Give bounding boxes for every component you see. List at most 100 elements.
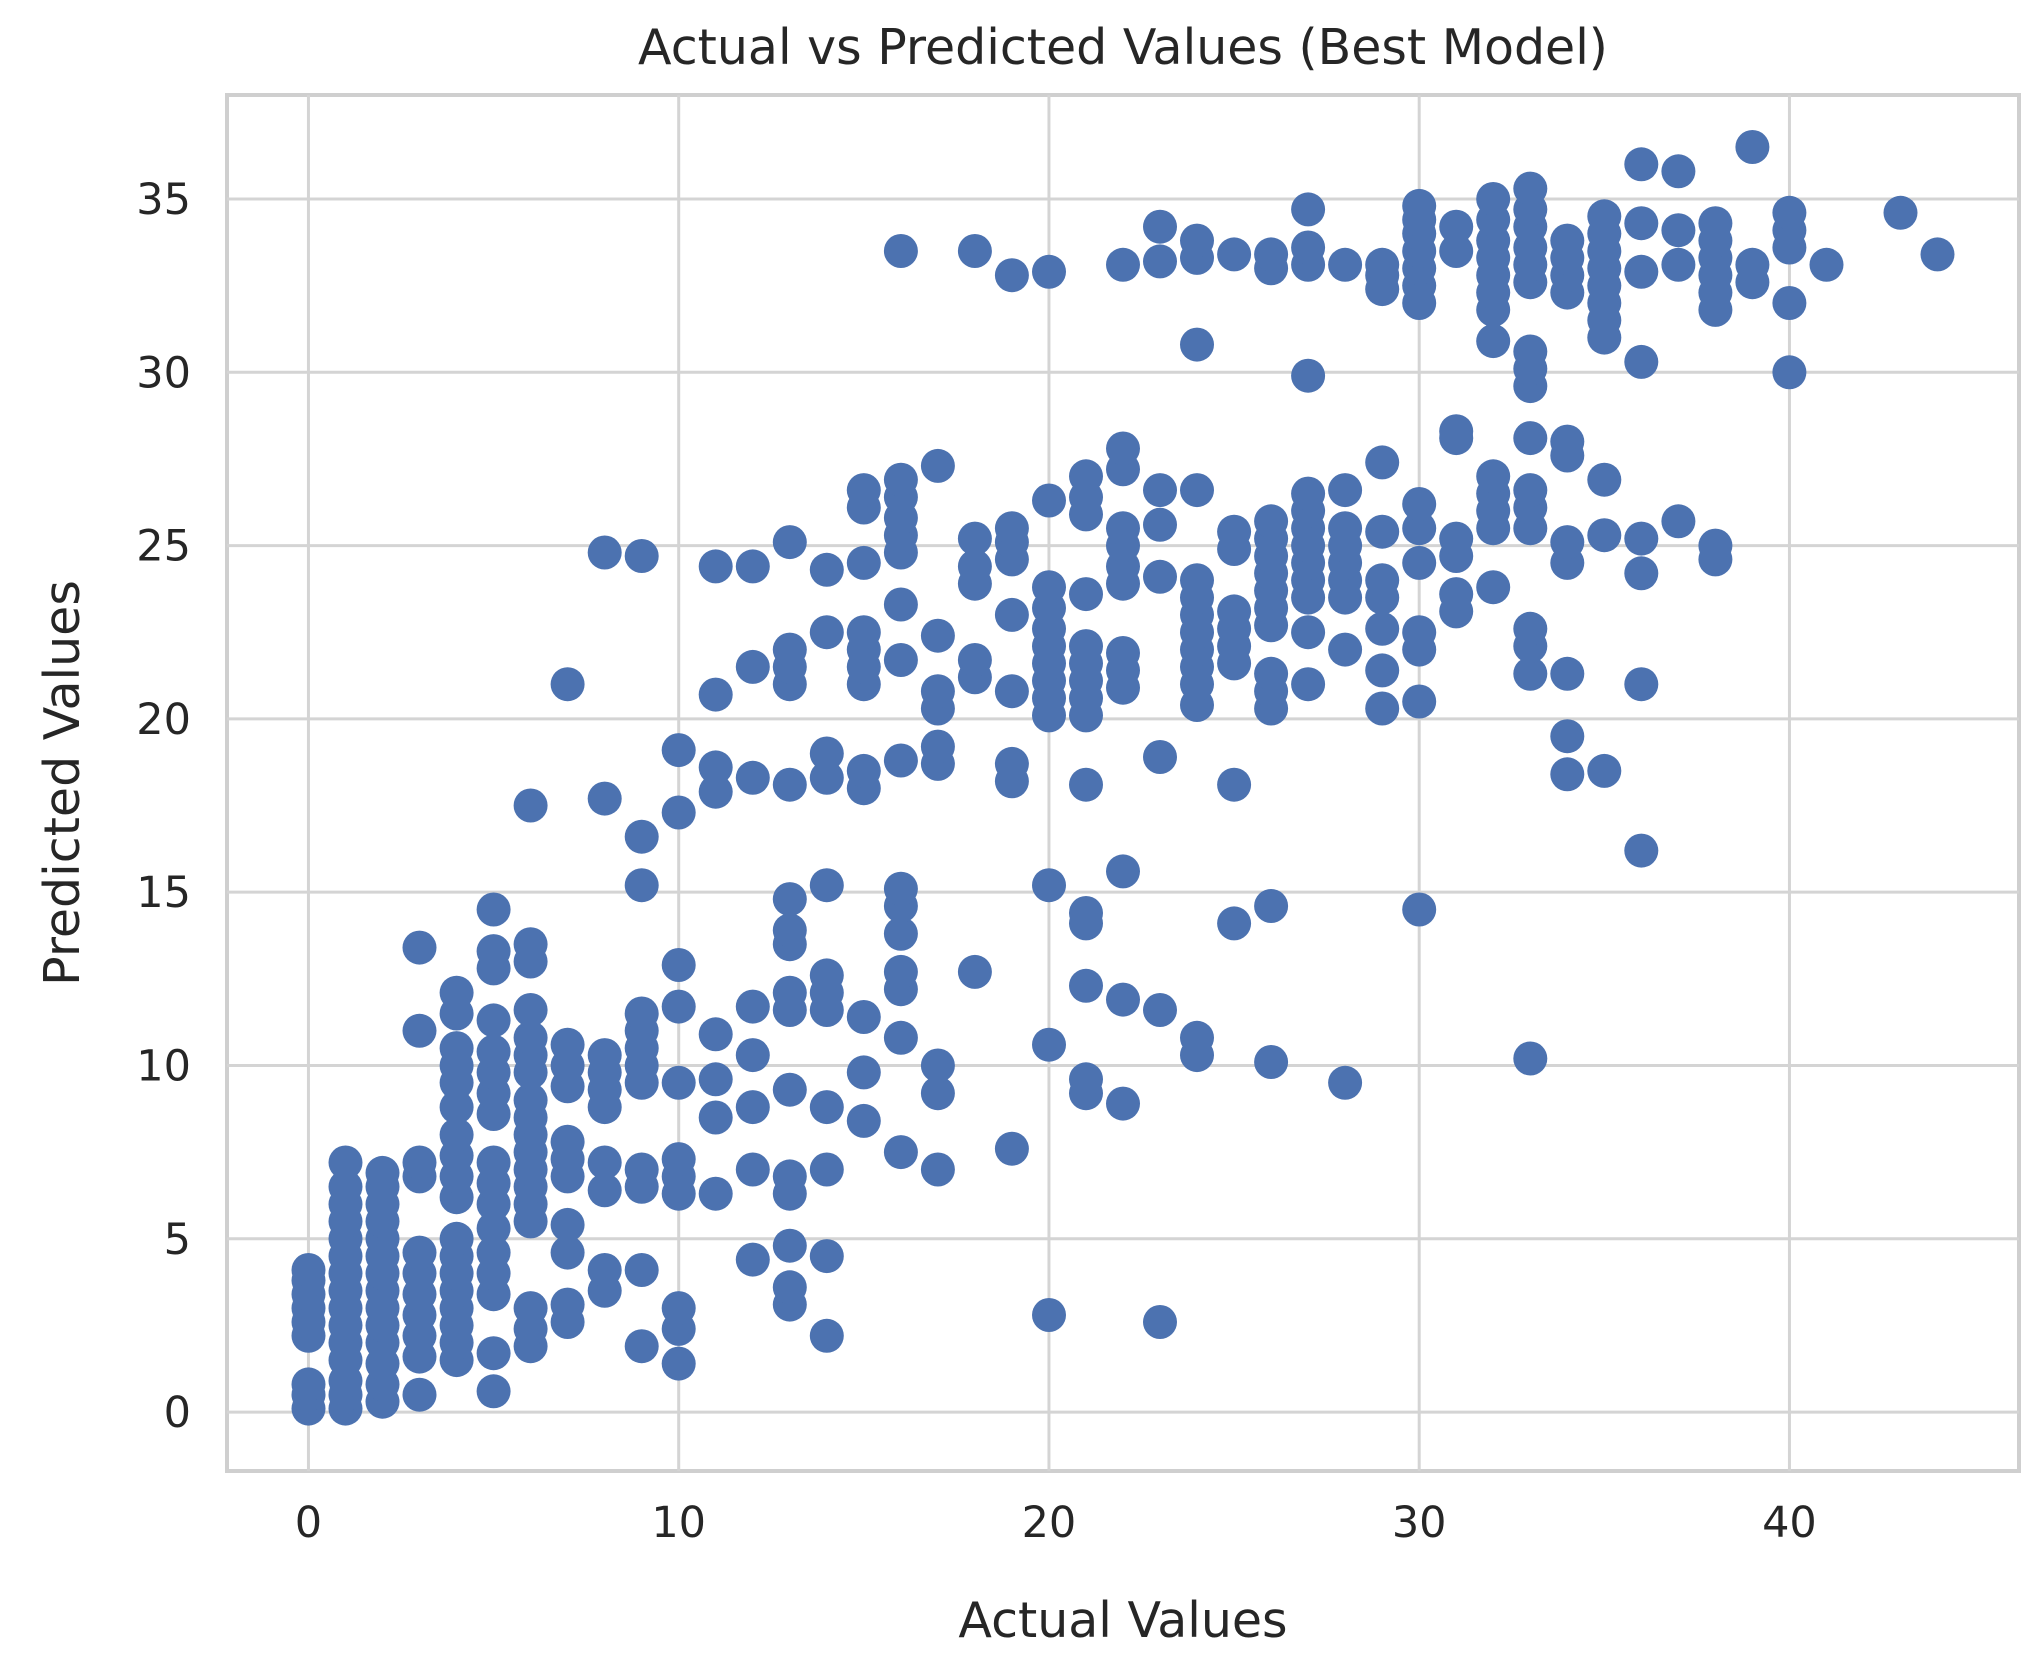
data-point (1513, 421, 1548, 456)
data-point (809, 1239, 844, 1274)
data-point (772, 913, 807, 948)
data-point (1439, 577, 1474, 612)
data-point (883, 743, 918, 778)
data-point (328, 1145, 363, 1180)
data-point (1328, 473, 1363, 508)
data-point (846, 753, 881, 788)
data-point (1439, 521, 1474, 556)
x-tick-label: 40 (1762, 1498, 1817, 1548)
data-point (883, 462, 918, 497)
data-point (735, 1152, 770, 1187)
data-point (772, 1072, 807, 1107)
data-point (624, 868, 659, 903)
data-point (920, 1048, 955, 1083)
data-point (1143, 1305, 1177, 1339)
data-point (1550, 719, 1585, 754)
data-point (1661, 247, 1696, 282)
x-tick-label: 20 (1022, 1498, 1077, 1548)
data-point (1291, 358, 1326, 393)
data-point (476, 1003, 511, 1038)
data-point (1550, 757, 1585, 792)
data-point (735, 1242, 770, 1277)
data-point (1476, 182, 1511, 216)
data-point (1069, 459, 1103, 494)
y-tick-label: 10 (136, 1041, 191, 1091)
data-point (735, 1090, 770, 1125)
data-point (1069, 968, 1103, 1003)
data-point (1883, 195, 1918, 230)
data-point (920, 618, 955, 653)
data-point (772, 1228, 807, 1263)
data-point (846, 545, 881, 580)
data-point (809, 736, 844, 771)
data-point (1624, 147, 1659, 182)
data-point (1032, 570, 1066, 605)
data-point (1291, 192, 1326, 227)
data-point (698, 750, 733, 785)
data-point (1661, 213, 1696, 248)
data-point (1180, 223, 1214, 258)
data-point (1106, 854, 1140, 889)
data-point (920, 1076, 955, 1111)
x-tick-label: 30 (1392, 1498, 1447, 1548)
data-point (883, 916, 918, 951)
data-point (661, 1291, 696, 1326)
data-point (587, 1173, 622, 1208)
data-point (1106, 982, 1140, 1017)
data-point (1291, 667, 1326, 702)
data-point (994, 597, 1029, 632)
data-point (846, 615, 881, 650)
data-point (1587, 199, 1622, 234)
data-point (624, 539, 659, 573)
data-point (735, 760, 770, 795)
data-point (1550, 424, 1585, 459)
data-point (550, 1027, 585, 1062)
data-point (1180, 563, 1214, 598)
data-point (846, 1103, 881, 1138)
data-point (994, 511, 1029, 546)
data-point (1439, 414, 1474, 449)
data-point (624, 1329, 659, 1364)
data-point (1624, 667, 1659, 702)
data-point (1217, 594, 1252, 629)
data-point (1217, 514, 1252, 549)
data-point (1772, 195, 1807, 230)
data-point (1439, 234, 1474, 268)
data-point (957, 234, 992, 268)
data-point (1328, 1065, 1363, 1100)
data-point (661, 989, 696, 1024)
data-point (661, 1142, 696, 1177)
data-point (994, 1131, 1029, 1166)
data-point (846, 473, 881, 508)
x-axis-label: Actual Values (958, 1592, 1287, 1649)
data-point (1402, 188, 1437, 223)
data-point (1106, 247, 1140, 282)
data-point (476, 1211, 511, 1246)
data-point (476, 934, 511, 969)
data-point (1624, 344, 1659, 379)
data-point (476, 1336, 511, 1371)
data-point (476, 1145, 511, 1180)
y-tick-label: 25 (136, 522, 191, 572)
data-point (735, 649, 770, 684)
data-point (809, 760, 844, 795)
x-tick-label: 0 (295, 1498, 322, 1548)
data-point (883, 954, 918, 989)
data-point (1476, 570, 1511, 605)
data-point (698, 1176, 733, 1211)
data-point (624, 1152, 659, 1187)
data-point (883, 871, 918, 906)
data-point (439, 1117, 474, 1152)
data-point (1254, 889, 1289, 923)
data-point (1402, 487, 1437, 521)
data-point (957, 521, 992, 556)
data-point (1439, 209, 1474, 244)
data-point (402, 1013, 437, 1048)
data-point (624, 819, 659, 854)
data-point (920, 1152, 955, 1187)
data-point (1069, 1062, 1103, 1097)
data-point (291, 1367, 326, 1402)
data-point (1106, 1086, 1140, 1121)
data-point (1365, 691, 1400, 726)
